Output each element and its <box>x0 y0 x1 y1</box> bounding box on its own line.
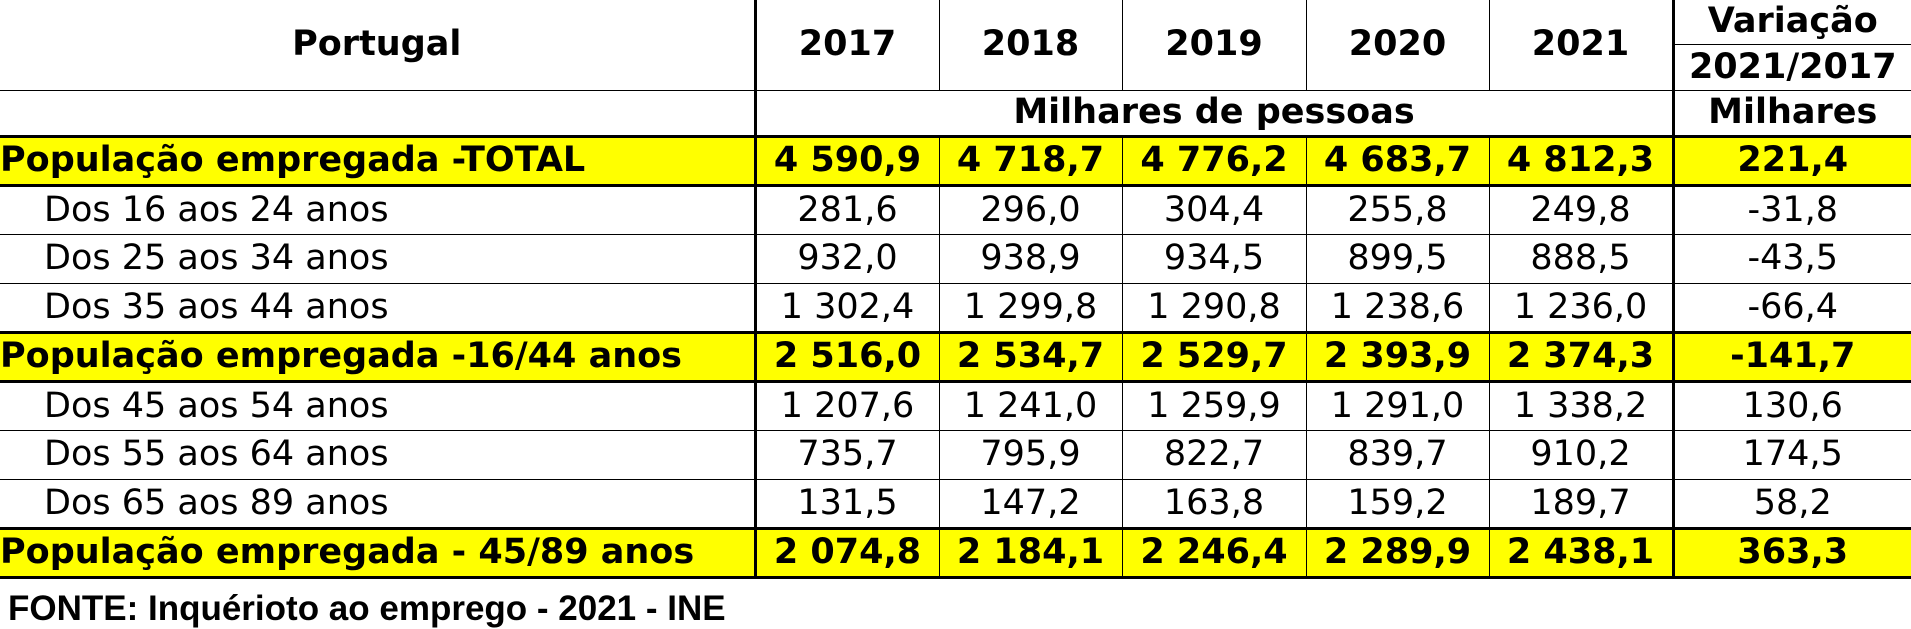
cell-value: 899,5 <box>1305 234 1489 284</box>
row-label: População empregada -16/44 anos <box>0 332 755 383</box>
row-label: População empregada -TOTAL <box>0 136 755 187</box>
cell-value: 839,7 <box>1305 430 1489 480</box>
cell-value: 159,2 <box>1305 479 1489 530</box>
source-footnote: FONTE: Inquérioto ao emprego - 2021 - IN… <box>8 589 726 628</box>
cell-value: 1 207,6 <box>753 381 939 431</box>
cell-value: 1 241,0 <box>938 381 1122 431</box>
cell-value: 735,7 <box>753 430 939 480</box>
cell-value: 2 529,7 <box>1121 332 1306 383</box>
cell-value: 163,8 <box>1121 479 1306 530</box>
cell-value: 2 184,1 <box>938 528 1122 579</box>
table-corner-label: Portugal <box>0 0 755 91</box>
cell-variation: 363,3 <box>1671 528 1911 579</box>
year-header: 2020 <box>1305 0 1489 91</box>
cell-variation: -141,7 <box>1671 332 1911 383</box>
cell-value: 1 338,2 <box>1488 381 1673 431</box>
row-label: Dos 45 aos 54 anos <box>0 381 755 431</box>
year-header: 2021 <box>1488 0 1673 91</box>
cell-variation: 130,6 <box>1671 381 1911 431</box>
cell-value: 2 534,7 <box>938 332 1122 383</box>
cell-value: 189,7 <box>1488 479 1673 530</box>
row-label: Dos 55 aos 64 anos <box>0 430 755 480</box>
variation-header: Variação <box>1671 0 1911 45</box>
cell-value: 4 812,3 <box>1488 136 1673 187</box>
cell-value: 1 236,0 <box>1488 283 1673 334</box>
cell-value: 4 776,2 <box>1121 136 1306 187</box>
cell-value: 1 302,4 <box>753 283 939 334</box>
cell-value: 296,0 <box>938 185 1122 235</box>
cell-variation: 221,4 <box>1671 136 1911 187</box>
row-label: População empregada - 45/89 anos <box>0 528 755 579</box>
cell-value: 255,8 <box>1305 185 1489 235</box>
cell-value: 1 238,6 <box>1305 283 1489 334</box>
cell-value: 2 074,8 <box>753 528 939 579</box>
cell-value: 2 289,9 <box>1305 528 1489 579</box>
year-header: 2019 <box>1121 0 1306 91</box>
cell-value: 281,6 <box>753 185 939 235</box>
row-label: Dos 65 aos 89 anos <box>0 479 755 530</box>
cell-value: 4 718,7 <box>938 136 1122 187</box>
table-row: Dos 55 aos 64 anos 735,7 795,9 822,7 839,7 91… <box>0 430 1911 480</box>
variation-period-header: 2021/2017 <box>1671 44 1911 91</box>
cell-value: 2 393,9 <box>1305 332 1489 383</box>
cell-value: 147,2 <box>938 479 1122 530</box>
cell-value: 910,2 <box>1488 430 1673 480</box>
cell-value: 2 374,3 <box>1488 332 1673 383</box>
unit-years-header: Milhares de pessoas <box>753 90 1673 138</box>
cell-variation: -31,8 <box>1671 185 1911 235</box>
cell-value: 304,4 <box>1121 185 1306 235</box>
cell-value: 934,5 <box>1121 234 1306 284</box>
cell-value: 888,5 <box>1488 234 1673 284</box>
table-row: Dos 35 aos 44 anos 1 302,4 1 299,8 1 290,8 1… <box>0 283 1911 334</box>
table-row: Dos 65 aos 89 anos 131,5 147,2 163,8 159,2 18… <box>0 479 1911 530</box>
row-label: Dos 35 aos 44 anos <box>0 283 755 334</box>
cell-variation: 174,5 <box>1671 430 1911 480</box>
cell-variation: 58,2 <box>1671 479 1911 530</box>
cell-value: 822,7 <box>1121 430 1306 480</box>
cell-value: 938,9 <box>938 234 1122 284</box>
employment-table: Portugal 2017 2018 2019 2020 2021 Variaç… <box>0 0 1911 579</box>
cell-value: 1 291,0 <box>1305 381 1489 431</box>
cell-value: 795,9 <box>938 430 1122 480</box>
cell-variation: -66,4 <box>1671 283 1911 334</box>
cell-value: 2 438,1 <box>1488 528 1673 579</box>
row-label: Dos 16 aos 24 anos <box>0 185 755 235</box>
row-label: Dos 25 aos 34 anos <box>0 234 755 284</box>
cell-value: 131,5 <box>753 479 939 530</box>
cell-value: 1 259,9 <box>1121 381 1306 431</box>
table-row-total: População empregada - 45/89 anos 2 074,8 2… <box>0 528 1911 579</box>
cell-value: 249,8 <box>1488 185 1673 235</box>
cell-variation: -43,5 <box>1671 234 1911 284</box>
table-row-total: População empregada -TOTAL 4 590,9 4 718,7… <box>0 136 1911 187</box>
cell-value: 2 246,4 <box>1121 528 1306 579</box>
cell-value: 4 590,9 <box>753 136 939 187</box>
cell-value: 1 290,8 <box>1121 283 1306 334</box>
cell-value: 1 299,8 <box>938 283 1122 334</box>
year-header: 2018 <box>938 0 1122 91</box>
header-spacer <box>0 90 755 138</box>
table-row: Dos 16 aos 24 anos 281,6 296,0 304,4 255,8 24… <box>0 185 1911 235</box>
cell-value: 4 683,7 <box>1305 136 1489 187</box>
table-row: Dos 45 aos 54 anos 1 207,6 1 241,0 1 259,9 1… <box>0 381 1911 431</box>
cell-value: 2 516,0 <box>753 332 939 383</box>
year-header: 2017 <box>753 0 939 91</box>
table-row: Dos 25 aos 34 anos 932,0 938,9 934,5 899,5 88… <box>0 234 1911 284</box>
unit-variation-header: Milhares <box>1671 90 1911 138</box>
cell-value: 932,0 <box>753 234 939 284</box>
table-row-total: População empregada -16/44 anos 2 516,0 2 … <box>0 332 1911 383</box>
